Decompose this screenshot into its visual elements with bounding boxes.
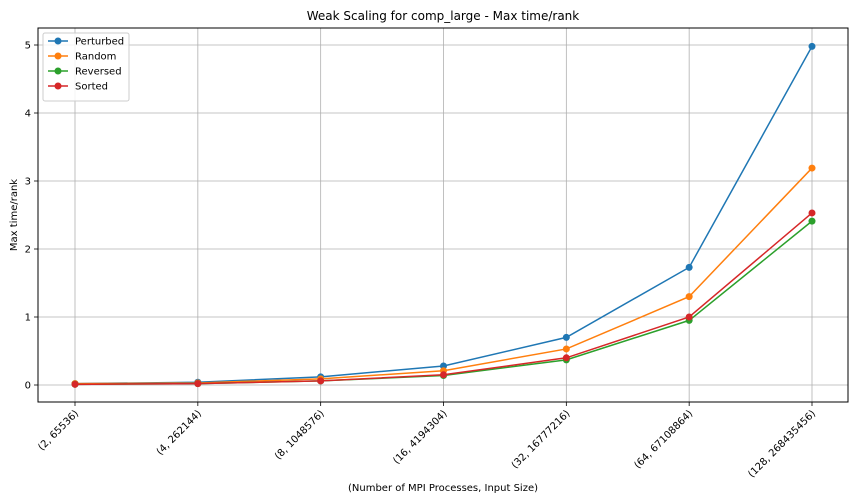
x-tick-label: (32, 16777216) xyxy=(510,408,573,471)
data-point xyxy=(685,293,693,301)
y-axis-ticks: 0 1 2 3 4 5 xyxy=(25,41,38,392)
data-point xyxy=(317,377,325,385)
y-tick-label: 3 xyxy=(25,177,31,188)
data-point xyxy=(808,42,816,50)
legend-label: Random xyxy=(75,52,116,63)
data-point xyxy=(71,380,79,388)
y-tick-label: 2 xyxy=(25,245,31,256)
grid xyxy=(38,28,848,402)
x-tick-label: (8, 1048576) xyxy=(273,408,327,462)
plot-frame xyxy=(37,27,849,403)
series-sorted xyxy=(71,209,816,388)
legend-item: Reversed xyxy=(48,67,122,78)
chart-title: Weak Scaling for comp_large - Max time/r… xyxy=(307,9,580,23)
x-tick-label: (4, 262144) xyxy=(155,408,204,457)
data-point xyxy=(685,313,693,321)
legend-marker xyxy=(54,37,62,45)
legend-item: Random xyxy=(48,52,116,63)
legend-item: Perturbed xyxy=(48,37,124,48)
data-point xyxy=(685,263,693,271)
x-tick-label: (2, 65536) xyxy=(36,408,81,453)
legend-marker xyxy=(54,52,62,60)
x-axis-label: (Number of MPI Processes, Input Size) xyxy=(348,483,538,494)
y-tick-label: 1 xyxy=(25,313,31,324)
x-axis-ticks: (2, 65536) (4, 262144) (8, 1048576) (16, 41… xyxy=(36,402,818,480)
legend-marker xyxy=(54,82,62,90)
x-tick-label: (64, 67108864) xyxy=(632,408,695,471)
legend-item: Sorted xyxy=(48,82,108,93)
data-point xyxy=(808,164,816,172)
legend-marker xyxy=(54,67,62,75)
data-point xyxy=(194,380,202,388)
data-point xyxy=(440,371,447,379)
data-point xyxy=(562,354,570,362)
legend-label: Sorted xyxy=(75,82,108,93)
legend: Perturbed Random Reversed Sorted xyxy=(42,32,130,102)
legend-label: Reversed xyxy=(75,67,122,78)
y-tick-label: 0 xyxy=(25,381,31,392)
x-tick-label: (16, 4194304) xyxy=(391,408,449,466)
x-tick-label: (128, 268435456) xyxy=(746,408,818,480)
legend-label: Perturbed xyxy=(75,37,124,48)
series-layer xyxy=(71,42,816,388)
data-point xyxy=(808,217,816,225)
y-tick-label: 4 xyxy=(25,109,31,120)
y-tick-label: 5 xyxy=(25,41,31,52)
y-axis-label: Max time/rank xyxy=(9,179,20,251)
data-point xyxy=(808,209,816,217)
data-point xyxy=(562,333,570,341)
data-point xyxy=(562,345,570,353)
legend-box xyxy=(42,32,130,102)
